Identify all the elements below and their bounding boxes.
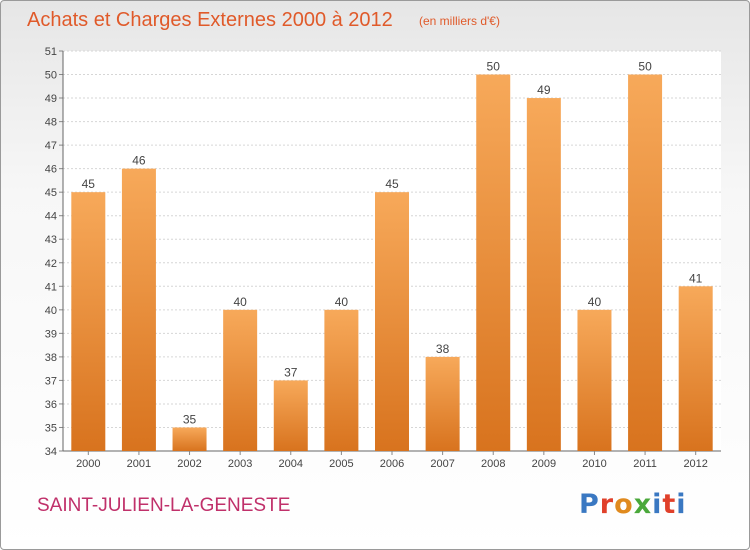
- commune-name: SAINT-JULIEN-LA-GENESTE: [37, 495, 291, 516]
- bar-value-label: 40: [335, 295, 349, 309]
- x-tick-label: 2012: [683, 458, 707, 470]
- logo-letter: x: [633, 489, 653, 520]
- bar: [577, 309, 612, 451]
- bar: [425, 356, 460, 451]
- logo-letter: P: [579, 489, 600, 520]
- x-tick-label: 2010: [582, 458, 606, 470]
- bar: [628, 74, 663, 451]
- y-tick-label: 41: [45, 281, 57, 293]
- chart-title: Achats et Charges Externes 2000 à 2012: [27, 9, 393, 31]
- x-tick-label: 2007: [430, 458, 454, 470]
- y-tick-label: 47: [45, 140, 57, 152]
- x-tick-label: 2008: [481, 458, 505, 470]
- chart-subtitle: (en milliers d'€): [419, 14, 500, 28]
- x-tick-label: 2005: [329, 458, 353, 470]
- x-tick-label: 2006: [380, 458, 404, 470]
- bar: [273, 380, 308, 451]
- y-tick-label: 49: [45, 93, 57, 105]
- x-tick-label: 2011: [633, 458, 657, 470]
- x-tick-label: 2003: [228, 458, 252, 470]
- y-tick-label: 40: [45, 305, 57, 317]
- bar-value-label: 35: [183, 412, 197, 426]
- logo-letter: r: [599, 489, 615, 520]
- y-tick-label: 44: [45, 211, 57, 223]
- y-tick-label: 45: [45, 187, 57, 199]
- logo-letter: i: [676, 489, 687, 520]
- bar-value-label: 46: [132, 154, 146, 168]
- bar: [678, 286, 713, 451]
- y-tick-label: 48: [45, 117, 57, 129]
- y-tick-label: 35: [45, 422, 57, 434]
- logo-letter: i: [652, 489, 663, 520]
- bar-value-label: 38: [436, 342, 450, 356]
- y-tick-label: 36: [45, 399, 57, 411]
- bar: [172, 427, 207, 451]
- bar: [476, 74, 511, 451]
- bar-value-label: 45: [82, 177, 96, 191]
- bar-value-label: 45: [385, 177, 399, 191]
- y-tick-label: 42: [45, 258, 57, 270]
- bar: [121, 168, 156, 451]
- x-tick-label: 2000: [76, 458, 100, 470]
- y-tick-label: 51: [45, 46, 57, 58]
- bar-value-label: 40: [233, 295, 247, 309]
- bar-value-label: 49: [537, 83, 551, 97]
- logo-letter: t: [662, 489, 677, 520]
- bar: [71, 192, 106, 452]
- x-tick-label: 2002: [177, 458, 201, 470]
- bar-value-label: 41: [689, 271, 703, 285]
- y-tick-label: 37: [45, 375, 57, 387]
- proxiti-logo: Proxiti: [579, 489, 687, 520]
- bar-value-label: 50: [638, 60, 652, 74]
- y-tick-label: 39: [45, 328, 57, 340]
- bar-value-label: 50: [487, 60, 501, 74]
- y-tick-label: 50: [45, 70, 57, 82]
- bar: [526, 98, 561, 451]
- bar: [375, 192, 409, 452]
- bar: [324, 309, 359, 451]
- logo-letter: o: [614, 489, 634, 520]
- x-tick-label: 2009: [532, 458, 556, 470]
- bar: [223, 309, 258, 451]
- x-tick-label: 2004: [279, 458, 303, 470]
- y-tick-label: 46: [45, 164, 57, 176]
- x-tick-label: 2001: [127, 458, 151, 470]
- y-tick-label: 34: [45, 446, 57, 458]
- bar-value-label: 37: [284, 365, 298, 379]
- y-tick-label: 38: [45, 352, 57, 364]
- y-tick-label: 43: [45, 234, 57, 246]
- bar-value-label: 40: [588, 295, 602, 309]
